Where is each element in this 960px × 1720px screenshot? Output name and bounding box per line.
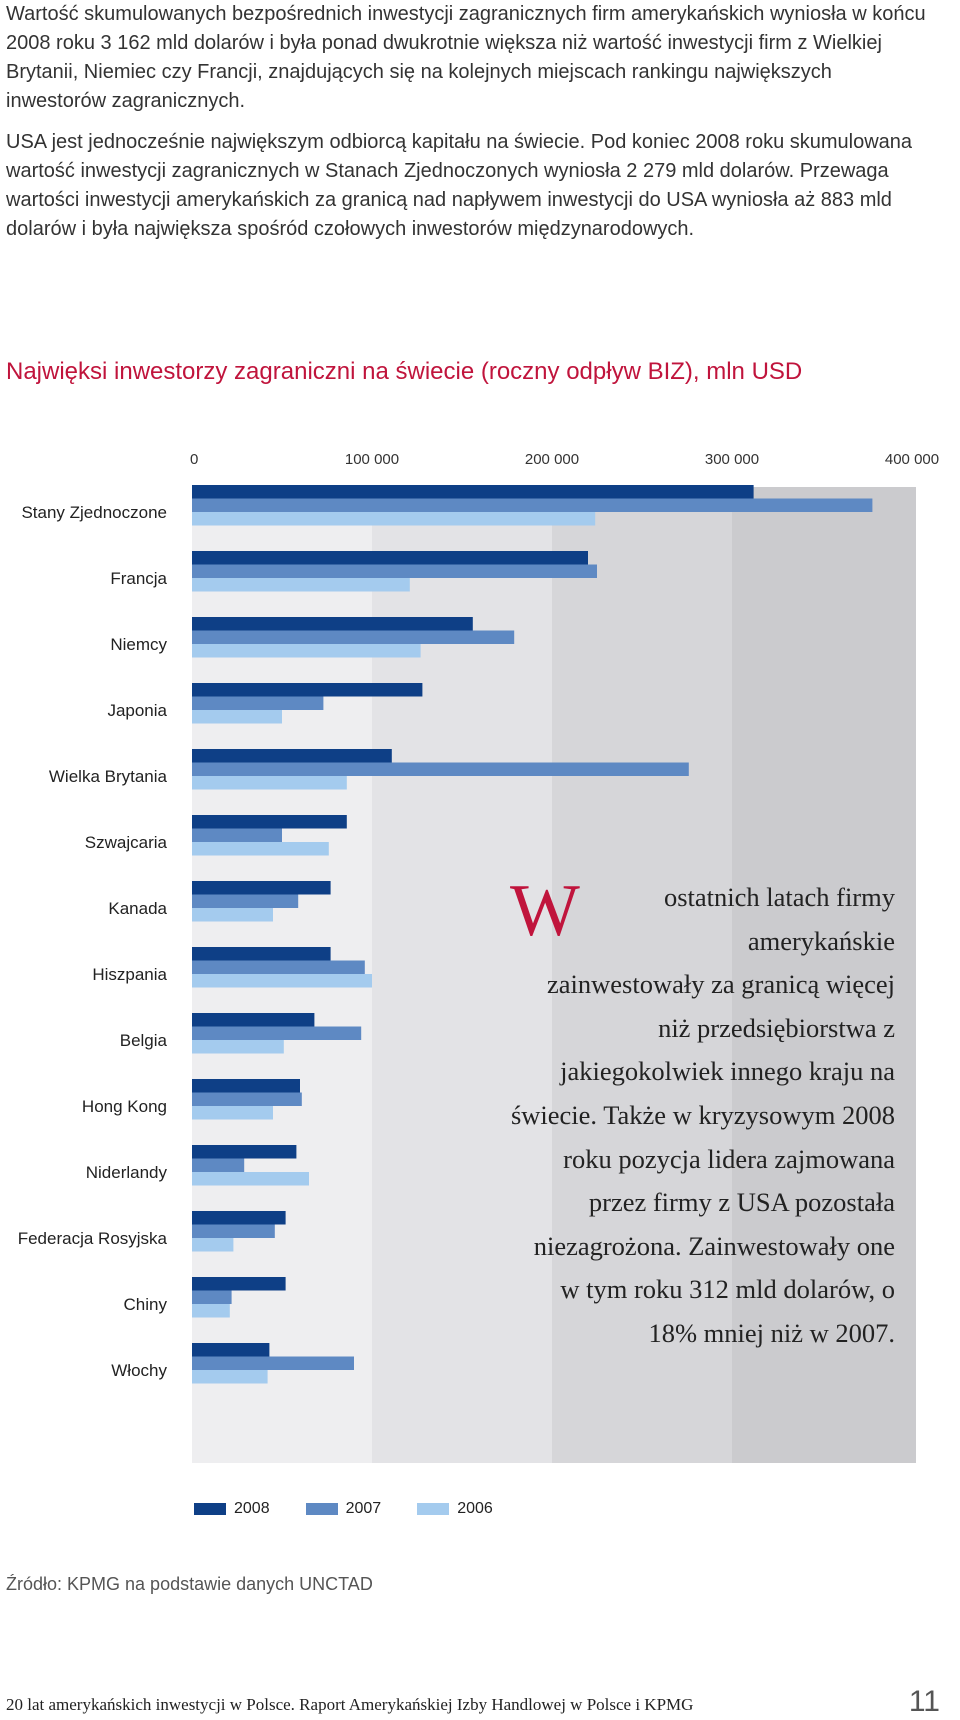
- category-label: Wielka Brytania: [49, 767, 168, 786]
- x-tick-label: 0: [190, 451, 198, 468]
- bar-2007: [192, 1290, 232, 1304]
- bar-2006: [192, 1238, 234, 1252]
- category-label: Belgia: [120, 1031, 168, 1050]
- bar-2008: [192, 947, 331, 961]
- bar-2007: [192, 1158, 245, 1172]
- bar-2008: [192, 617, 473, 631]
- category-label: Federacja Rosyjska: [18, 1229, 168, 1248]
- bar-2008: [192, 1013, 315, 1027]
- bar-2007: [192, 894, 299, 908]
- bar-2008: [192, 1277, 286, 1291]
- footer-text: 20 lat amerykańskich inwestycji w Polsce…: [6, 1695, 694, 1714]
- bar-2006: [192, 512, 596, 526]
- legend-item-2008: 2008: [194, 1500, 270, 1518]
- category-labels: Stany Zjednoczone Francja Niemcy Japonia Wie…: [18, 503, 168, 1380]
- source-note: Źródło: KPMG na podstawie danych UNCTAD: [6, 1574, 373, 1594]
- bar-2007: [192, 498, 873, 512]
- intro-paragraph-1: Wartość skumulowanych bezpośrednich inwe…: [6, 3, 926, 112]
- x-tick-label: 100 000: [345, 451, 399, 468]
- x-axis-tick-labels: 0 100 000 200 000 300 000 400 000: [190, 451, 939, 468]
- category-label: Niemcy: [110, 635, 167, 654]
- bar-2008: [192, 1211, 286, 1225]
- legend-label-2006: 2006: [457, 1500, 493, 1517]
- category-label: Chiny: [124, 1295, 168, 1314]
- category-label: Japonia: [107, 701, 167, 720]
- bar-2007: [192, 762, 689, 776]
- bar-2006: [192, 974, 372, 988]
- bar-2007: [192, 1092, 302, 1106]
- bar-2006: [192, 776, 347, 790]
- bar-2008: [192, 749, 392, 763]
- bar-2008: [192, 1343, 270, 1357]
- bar-2006: [192, 710, 282, 724]
- chart-legend: 2008 2007 2006: [194, 1500, 529, 1518]
- bar-2006: [192, 908, 273, 922]
- bar-2006: [192, 1304, 230, 1318]
- intro-paragraph-2: USA jest jednocześnie największym odbior…: [6, 131, 913, 240]
- bar-2007: [192, 960, 365, 974]
- bar-2007: [192, 1224, 275, 1238]
- bar-2007: [192, 828, 282, 842]
- bar-2007: [192, 696, 324, 710]
- bar-2006: [192, 1370, 268, 1384]
- bar-2008: [192, 485, 754, 499]
- legend-swatch-2006: [417, 1503, 450, 1515]
- bar-2006: [192, 1106, 273, 1120]
- bar-2008: [192, 1079, 300, 1093]
- x-tick-label: 300 000: [705, 451, 759, 468]
- page-number: 11: [908, 1685, 940, 1718]
- x-tick-label: 400 000: [885, 451, 939, 468]
- bar-2006: [192, 644, 421, 658]
- category-label: Szwajcaria: [85, 833, 168, 852]
- bar-2008: [192, 551, 588, 565]
- bar-2008: [192, 683, 423, 697]
- chart-title: Najwięksi inwestorzy zagraniczni na świe…: [6, 358, 803, 385]
- bar-2006: [192, 842, 329, 856]
- category-label: Hong Kong: [82, 1097, 167, 1116]
- bar-2006: [192, 1040, 284, 1054]
- bar-2008: [192, 881, 331, 895]
- bar-2007: [192, 1356, 354, 1370]
- legend-swatch-2007: [305, 1503, 338, 1515]
- category-label: Kanada: [108, 899, 167, 918]
- bars: [192, 485, 873, 1384]
- legend-item-2007: 2007: [305, 1500, 382, 1518]
- legend-swatch-2008: [194, 1503, 226, 1515]
- category-label: Włochy: [111, 1361, 167, 1380]
- legend-item-2006: 2006: [417, 1500, 493, 1518]
- bar-2007: [192, 1026, 362, 1040]
- bar-2007: [192, 630, 515, 644]
- category-label: Francja: [110, 569, 167, 588]
- bar-2007: [192, 564, 597, 578]
- pull-quote-text: ostatnich latach firmy amerykańskie zain…: [510, 882, 895, 1348]
- category-label: Niderlandy: [86, 1163, 168, 1182]
- legend-label-2007: 2007: [345, 1500, 382, 1517]
- category-label: Hiszpania: [92, 965, 167, 984]
- background-band: [732, 487, 916, 1463]
- background-band: [552, 487, 732, 1463]
- bar-2006: [192, 1172, 309, 1186]
- bar-2008: [192, 1145, 297, 1159]
- legend-label-2008: 2008: [234, 1500, 270, 1517]
- bar-2006: [192, 578, 410, 592]
- x-tick-label: 200 000: [525, 451, 579, 468]
- category-label: Stany Zjednoczone: [21, 503, 167, 522]
- pull-quote-dropcap: W: [510, 870, 580, 952]
- bar-chart: 0 100 000 200 000 300 000 400 000 Stany Zjed…: [18, 451, 939, 1463]
- bar-2008: [192, 815, 347, 829]
